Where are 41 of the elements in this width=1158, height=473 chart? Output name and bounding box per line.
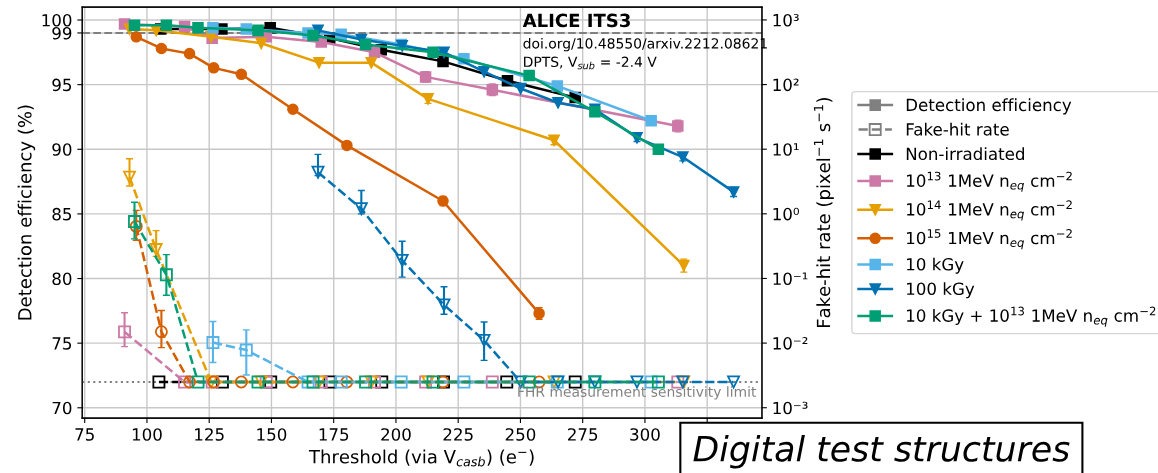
x-tick-label: 125 [195,428,224,441]
legend-label: 100 kGy [907,282,975,299]
x-axis-title: Threshold (via V$_{casb}$) (e$^{−}$) [308,449,534,467]
legend-label: 10 kGy + 10$^{13}$ 1MeV n$_{eq}$ cm$^{−2}$ [907,306,1156,327]
x-tick-label: 300 [630,428,660,441]
text: Digital test structures [693,434,1070,469]
y2-tick-label: 10⁻³ [773,401,808,415]
y-tick-label: 95 [52,78,72,92]
y2-tick-label: 10³ [773,13,799,27]
x-tick-label: 275 [568,428,598,441]
x-tick-label: 200 [381,428,411,441]
legend-label: Detection efficiency [906,98,1072,115]
x-tick-label: 75 [75,428,94,441]
y-tick-label: 70 [52,401,72,415]
annotation: DPTS, V$_{sub}$ = -2.4 V [524,56,657,70]
y-tick-label: 80 [52,272,72,286]
y-axis-title: Detection efficiency (%) [17,105,36,320]
y2-tick-label: 10⁻¹ [773,272,808,286]
legend-label: 10$^{14}$ 1MeV n$_{eq}$ cm$^{−2}$ [907,200,1072,221]
y-tick-label: 100 [42,13,72,27]
x-tick-label: 100 [132,428,162,441]
y2-tick-label: 10² [773,78,799,92]
y2-tick-label: 10⁻² [773,337,808,350]
x-tick-label: 225 [443,428,473,441]
x-tick-label: 250 [505,428,536,441]
y2-tick-label: 10⁰ [773,207,799,221]
legend-label: 10$^{13}$ 1MeV n$_{eq}$ cm$^{−2}$ [907,171,1072,192]
legend-label: 10 kGy [907,257,964,274]
x-tick-label: 150 [257,428,287,441]
y-tick-label: 85 [52,207,72,221]
y2-axis-title: Fake-hit rate (pixel$^{−1}$ s$^{−1}$) [813,98,834,328]
y-tick-label: 90 [52,143,72,156]
y-tick-label: 75 [52,337,72,350]
annotation: ALICE ITS3 [522,13,630,28]
x-tick-label: 175 [319,428,349,441]
y-tick-label: 99 [52,26,72,40]
legend-label: Fake-hit rate [906,122,1009,136]
legend-label: Non-irradiated [906,147,1024,161]
y2-tick-label: 10¹ [773,143,799,156]
legend-label: 10$^{15}$ 1MeV n$_{eq}$ cm$^{−2}$ [907,229,1072,250]
ref-line-label: FHR measurement sensitivity limit [518,386,757,400]
